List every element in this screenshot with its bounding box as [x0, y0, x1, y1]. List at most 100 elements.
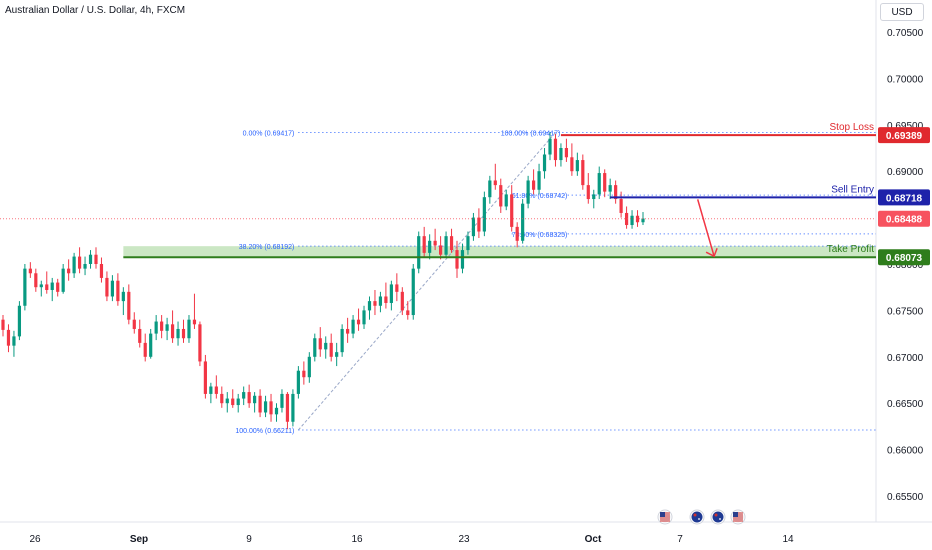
candle-body: [45, 284, 49, 290]
candle-body: [586, 185, 590, 200]
candle: [521, 199, 525, 244]
candle: [619, 191, 623, 218]
candle: [274, 403, 279, 422]
current-price-tag[interactable]: [878, 210, 930, 227]
candle: [23, 264, 27, 311]
au-flag-icon[interactable]: [710, 509, 726, 525]
us-flag-icon[interactable]: [730, 509, 746, 525]
candle: [324, 336, 328, 359]
candle-body: [1, 319, 5, 330]
candle: [253, 392, 257, 413]
candle-body: [318, 338, 322, 350]
candle-body: [12, 336, 16, 346]
time-tick-label: 7: [677, 534, 683, 545]
candle: [455, 240, 459, 278]
candle: [356, 308, 361, 331]
candle: [564, 138, 569, 162]
candle-body: [411, 268, 415, 316]
time-tick-label: 26: [29, 534, 41, 545]
time-tick-label: 23: [458, 534, 470, 545]
candle: [34, 268, 38, 292]
candle-body: [537, 171, 541, 190]
candle-body: [548, 138, 552, 155]
candle: [378, 291, 383, 313]
candle: [67, 259, 71, 281]
au-flag-icon[interactable]: [689, 509, 705, 525]
candle: [537, 163, 541, 195]
candle: [258, 389, 262, 418]
candle: [373, 289, 377, 316]
sell-entry-label: Sell Entry: [831, 184, 874, 195]
us-flag-icon-canton: [733, 512, 738, 517]
candle: [384, 282, 388, 309]
candle-body: [263, 401, 268, 413]
projection-arrow: [696, 199, 715, 257]
price-tick-label: 0.68000: [887, 260, 924, 271]
candle: [225, 392, 229, 413]
candle: [132, 312, 136, 334]
candle: [389, 280, 393, 311]
candle-body: [258, 395, 262, 413]
candle-body: [285, 393, 290, 422]
sell-entry-price-tag[interactable]: [878, 189, 930, 206]
candle-body: [504, 194, 508, 207]
candle: [597, 166, 601, 200]
stop-loss-price-tag[interactable]: [878, 127, 930, 144]
candle-body: [127, 291, 131, 320]
candle-body: [187, 319, 191, 339]
candle: [460, 243, 465, 274]
candle: [61, 264, 65, 294]
candle-body: [378, 296, 383, 306]
candle: [581, 154, 585, 190]
fib-label: 0.00% (0.69417): [243, 131, 295, 138]
candle: [482, 191, 486, 237]
candle-body: [225, 398, 229, 404]
time-tick-label: Oct: [585, 534, 602, 545]
candle-body: [198, 324, 202, 362]
levels-layer: Stop Loss Sell Entry Take Profit: [0, 122, 876, 259]
candle-body: [34, 273, 38, 288]
candle-body: [510, 194, 514, 227]
candle-body: [121, 291, 125, 302]
candle: [406, 301, 410, 320]
candle: [116, 273, 120, 306]
candle: [411, 264, 415, 320]
projection-arrow-head: [705, 247, 718, 258]
candle: [296, 366, 300, 399]
candle: [192, 293, 197, 329]
time-axis[interactable]: 26 Sep 9 16 23 Oct 7 14: [29, 534, 794, 545]
candle: [263, 395, 268, 418]
candle: [187, 315, 191, 343]
candle: [313, 333, 317, 362]
candle: [395, 273, 399, 302]
candle: [351, 315, 355, 339]
candle: [56, 278, 60, 297]
candle-body: [231, 398, 235, 406]
candle: [17, 301, 22, 341]
candle-body: [274, 407, 279, 415]
candle-body: [220, 393, 224, 404]
candle: [307, 352, 311, 383]
candle: [220, 386, 224, 408]
candle: [236, 393, 240, 413]
take-profit-price-tag[interactable]: [878, 249, 930, 266]
candle-body: [165, 324, 169, 331]
events-layer[interactable]: [657, 509, 746, 525]
us-flag-icon[interactable]: [657, 509, 673, 525]
candle-body: [581, 160, 585, 186]
candle: [154, 315, 158, 341]
au-flag-icon-base: [712, 511, 724, 523]
candle-body: [242, 392, 246, 399]
candle: [477, 208, 481, 239]
candle-body: [154, 321, 158, 334]
candle: [138, 319, 142, 348]
currency-button[interactable]: USD: [880, 3, 924, 21]
candle-body: [253, 395, 257, 404]
price-axis[interactable]: 0.65500 0.66000 0.66500 0.67000 0.67500 0.680…: [878, 28, 930, 503]
candle: [247, 384, 251, 408]
candle-body: [356, 319, 361, 325]
candle: [39, 280, 43, 297]
candle-body: [460, 250, 465, 269]
candle: [499, 178, 503, 213]
